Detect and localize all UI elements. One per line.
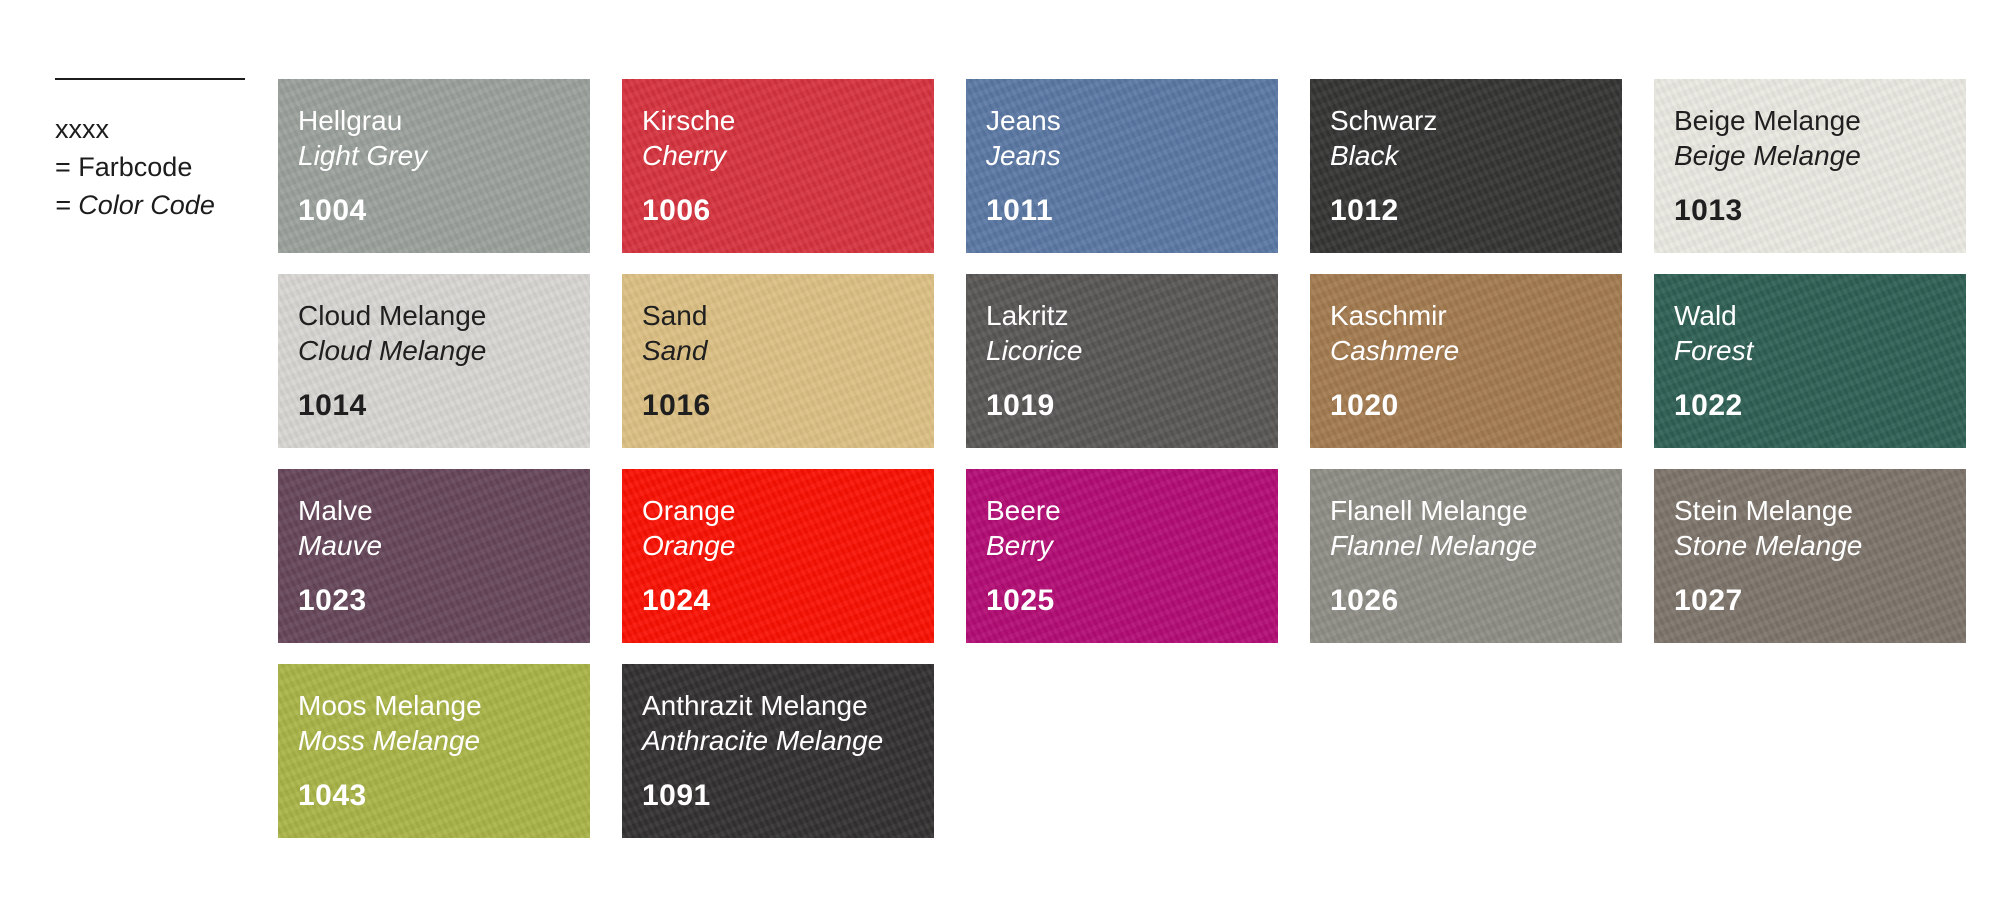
swatch-name-english: Cherry [642, 140, 727, 171]
swatch-name-german: Wald [1674, 300, 1737, 331]
swatch-name-english: Mauve [298, 530, 383, 561]
swatch-name-german: Lakritz [986, 300, 1069, 331]
color-swatch: Wald Forest 1022 [1654, 274, 1966, 448]
swatch-name-english: Orange [642, 530, 736, 561]
swatch-name-german: Schwarz [1330, 105, 1438, 136]
swatch-name-english: Flannel Melange [1330, 530, 1538, 561]
swatch-name-german: Moos Melange [298, 690, 482, 721]
swatch-color-code: 1022 [1674, 389, 1743, 422]
color-swatch: Kirsche Cherry 1006 [622, 79, 934, 253]
swatch-color-code: 1091 [642, 779, 711, 812]
swatch-name-english: Light Grey [298, 140, 428, 171]
color-swatch: Sand Sand 1016 [622, 274, 934, 448]
swatch-color-code: 1024 [642, 584, 711, 617]
swatch-name-english: Cashmere [1330, 335, 1460, 366]
swatch-color-code: 1027 [1674, 584, 1743, 617]
swatch-name-german: Jeans [986, 105, 1061, 136]
swatch-name-english: Berry [986, 530, 1053, 561]
swatch-name-english: Moss Melange [298, 725, 481, 756]
swatch-name-german: Orange [642, 495, 736, 526]
swatch-color-code: 1026 [1330, 584, 1399, 617]
swatch-color-code: 1011 [986, 194, 1054, 227]
color-swatch: Cloud Melange Cloud Melange 1014 [278, 274, 590, 448]
color-swatch: Schwarz Black 1012 [1310, 79, 1622, 253]
swatch-name-german: Kirsche [642, 105, 736, 136]
swatch-color-code: 1013 [1674, 194, 1743, 227]
legend-divider-line [55, 78, 245, 80]
swatch-name-german: Sand [642, 300, 708, 331]
legend-colorcode-label: = Color Code [55, 190, 215, 220]
legend-farbcode-label: = Farbcode [55, 152, 193, 182]
swatch-color-code: 1020 [1330, 389, 1399, 422]
swatch-name-german: Malve [298, 495, 373, 526]
swatch-name-english: Sand [642, 335, 708, 366]
swatch-name-german: Flanell Melange [1330, 495, 1528, 526]
swatch-color-code: 1023 [298, 584, 367, 617]
color-swatch: Kaschmir Cashmere 1020 [1310, 274, 1622, 448]
legend-placeholder: xxxx [55, 114, 109, 144]
swatch-name-german: Anthrazit Melange [642, 690, 868, 721]
swatch-color-code: 1043 [298, 779, 367, 812]
swatch-color-code: 1004 [298, 194, 367, 227]
color-swatch: Lakritz Licorice 1019 [966, 274, 1278, 448]
color-swatch: Anthrazit Melange Anthracite Melange 109… [622, 664, 934, 838]
swatch-name-english: Jeans [986, 140, 1061, 171]
swatch-name-german: Kaschmir [1330, 300, 1447, 331]
color-swatch: Beige Melange Beige Melange 1013 [1654, 79, 1966, 253]
swatch-name-english: Beige Melange [1674, 140, 1861, 171]
swatch-name-german: Cloud Melange [298, 300, 487, 331]
swatch-name-german: Stein Melange [1674, 495, 1854, 526]
swatch-grid: Hellgrau Light Grey 1004 Kirsche Cherry … [278, 79, 1966, 838]
swatch-color-code: 1012 [1330, 194, 1399, 227]
color-swatch: Malve Mauve 1023 [278, 469, 590, 643]
swatch-name-english: Forest [1674, 335, 1754, 366]
color-swatch: Moos Melange Moss Melange 1043 [278, 664, 590, 838]
swatch-color-code: 1019 [986, 389, 1055, 422]
color-swatch: Jeans Jeans 1011 [966, 79, 1278, 253]
color-swatch: Beere Berry 1025 [966, 469, 1278, 643]
color-swatch: Orange Orange 1024 [622, 469, 934, 643]
color-swatch: Flanell Melange Flannel Melange 1026 [1310, 469, 1622, 643]
swatch-name-english: Stone Melange [1674, 530, 1863, 561]
swatch-name-german: Beige Melange [1674, 105, 1861, 136]
swatch-name-english: Cloud Melange [298, 335, 487, 366]
swatch-color-code: 1006 [642, 194, 711, 227]
swatch-name-english: Anthracite Melange [642, 725, 884, 756]
swatch-color-code: 1025 [986, 584, 1055, 617]
swatch-name-english: Licorice [986, 335, 1083, 366]
color-swatch: Stein Melange Stone Melange 1027 [1654, 469, 1966, 643]
color-swatch: Hellgrau Light Grey 1004 [278, 79, 590, 253]
swatch-color-code: 1014 [298, 389, 367, 422]
swatch-name-german: Hellgrau [298, 105, 403, 136]
swatch-color-code: 1016 [642, 389, 711, 422]
swatch-name-english: Black [1330, 140, 1399, 171]
swatch-name-german: Beere [986, 495, 1061, 526]
color-code-legend: xxxx = Farbcode = Color Code [55, 78, 255, 224]
